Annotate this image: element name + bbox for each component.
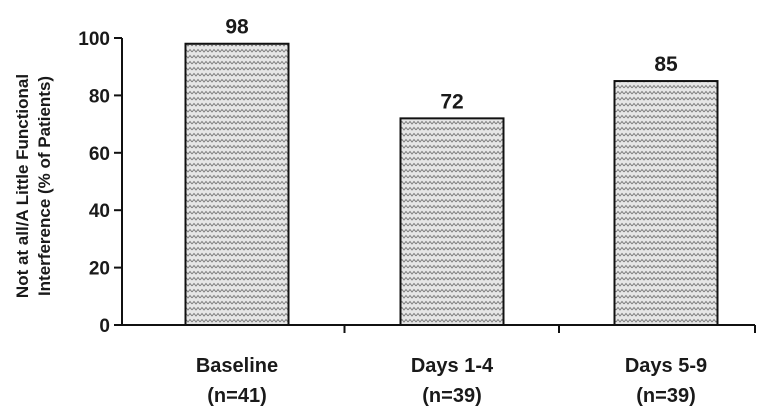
y-tick-label: 20 [89,259,110,280]
category-sublabel: (n=41) [207,385,266,407]
labels: 98 Baseline (n=41) 72 Days 1-4 (n=39) 85 Days 5… [196,16,707,407]
y-axis-title-line-2: Interference (% of Patients) [35,76,54,296]
y-tick-label: 40 [89,201,110,222]
y-tick-label: 60 [89,144,110,165]
y-axis: 0 20 40 60 80 100 [78,29,123,337]
category-sublabel: (n=39) [422,385,481,407]
category-label: Days 1-4 [411,355,494,377]
data-label: 98 [225,16,249,39]
bar [184,42,290,327]
bar [613,80,719,326]
y-tick-label: 0 [99,316,110,337]
y-axis-title-line-1: Not at all/A Little Functional [13,74,32,298]
category-label: Baseline [196,355,278,377]
category-sublabel: (n=39) [636,385,695,407]
bars [184,42,719,327]
y-tick-label: 80 [89,86,110,107]
x-axis [122,324,756,333]
category-label: Days 5-9 [625,355,707,377]
bar [399,117,505,326]
y-tick-label: 100 [78,29,110,50]
data-label: 85 [654,53,678,76]
data-label: 72 [440,90,463,113]
